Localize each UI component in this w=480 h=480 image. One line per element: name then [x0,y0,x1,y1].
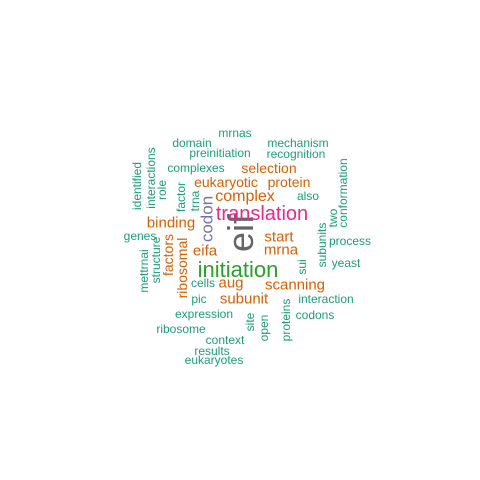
word-also: also [296,189,320,203]
word-interaction: interaction [298,292,354,306]
word-start: start [264,228,294,246]
word-sui: sui [295,259,309,275]
word-role: role [155,179,169,201]
word-cells: cells [190,276,216,290]
word-factors: factors [160,233,176,277]
word-pic: pic [191,292,207,306]
word-proteins: proteins [279,298,293,342]
word-trna: trna [188,190,202,212]
word-identified: identified [130,161,144,211]
word-eukaryotic: eukaryotic [194,174,258,190]
word-mrnas: mrnas [218,126,252,140]
word-protein: protein [267,174,311,190]
word-structure: structure [149,236,163,284]
word-results: results [194,344,230,358]
word-eukaryotes: eukaryotes [184,353,244,367]
word-codons: codons [295,308,335,322]
word-aug: aug [218,274,244,292]
word-translation: translation [215,203,309,225]
word-initiation: initiation [197,257,279,282]
word-mrna: mrna [263,241,299,259]
word-eifa: eifa [192,242,218,260]
word-domain: domain [172,136,212,150]
word-genes: genes [123,229,157,243]
word-ribosome: ribosome [156,322,206,336]
word-process: process [328,234,372,248]
word-site: site [243,312,257,332]
word-yeast: yeast [331,256,361,270]
word-complex: complex [215,188,275,205]
word-selection: selection [241,160,297,176]
word-context: context [205,333,245,347]
word-ribosomal: ribosomal [174,237,190,299]
word-complexes: complexes [167,161,225,175]
word-factor: factor [174,181,188,213]
word-open: open [257,314,271,342]
word-preinitiation: preinitiation [189,146,251,160]
word-subunits: subunits [315,222,329,268]
word-mechanism: mechanism [267,136,329,150]
word-recognition: recognition [266,147,326,161]
word-mettrnai: mettrnai [137,249,151,293]
word-subunit: subunit [219,290,269,308]
word-scanning: scanning [264,276,326,294]
word-expression: expression [174,307,234,321]
word-binding: binding [146,214,196,232]
